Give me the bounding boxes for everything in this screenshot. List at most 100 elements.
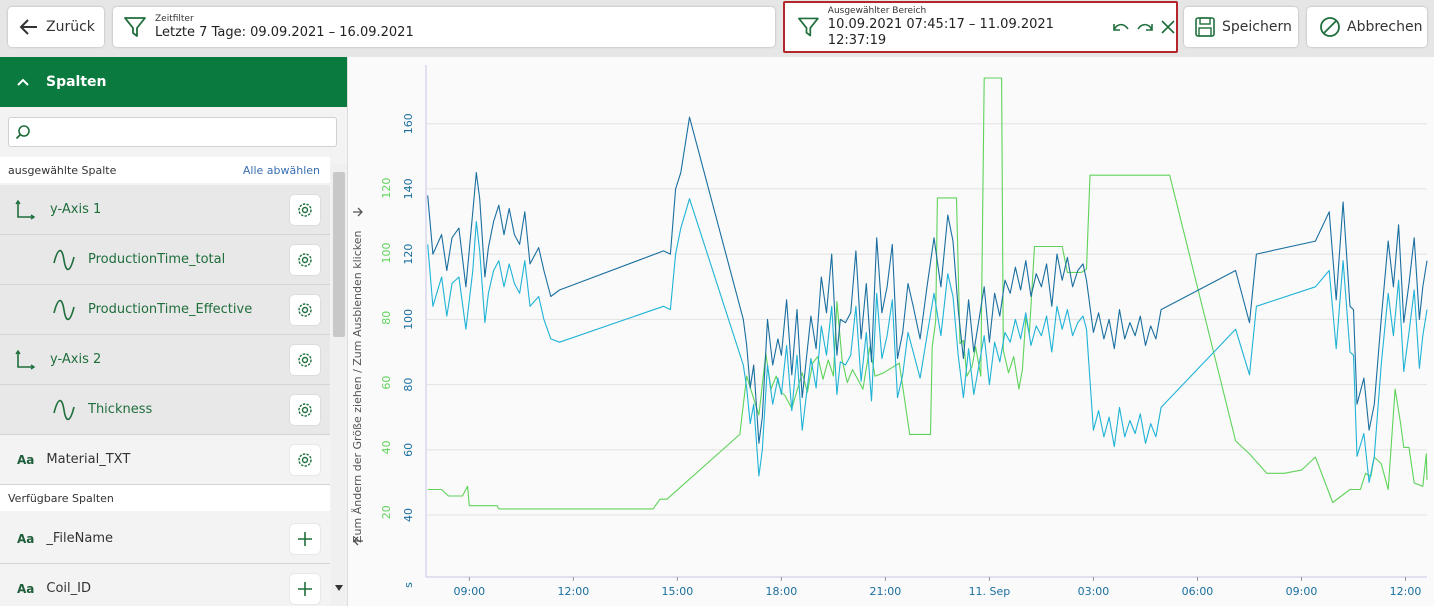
column-label: ProductionTime_total (88, 252, 226, 267)
wave-icon (53, 399, 75, 420)
add-column-button[interactable] (290, 574, 320, 604)
y-left-tick-label: 140 (402, 178, 415, 199)
save-button[interactable]: Speichern (1184, 7, 1298, 47)
arrow-left-icon (353, 536, 363, 546)
wave-icon (53, 299, 75, 320)
cancel-button[interactable]: Abbrechen (1307, 7, 1427, 47)
selected-range[interactable]: Ausgewählter Bereich 10.09.2021 07:45:17… (783, 1, 1178, 53)
gear-icon (298, 353, 312, 367)
chart-panel: 20 40 60 80 100 120 40 60 80 100 120 140 160 s 09:00… (369, 57, 1434, 606)
series-line (427, 116, 1428, 444)
axis-icon (15, 349, 36, 370)
available-item-filename[interactable]: Aa _FileName (0, 514, 330, 564)
y-left-tick-label: 60 (402, 443, 415, 457)
columns-header[interactable]: Spalten (0, 57, 347, 107)
x-tick-label: 11. Sep (969, 585, 1011, 598)
y-right-tick-label: 120 (380, 178, 393, 199)
settings-button[interactable] (290, 395, 320, 425)
selected-item-thickness[interactable]: Thickness (0, 385, 330, 435)
line-chart[interactable]: 20 40 60 80 100 120 40 60 80 100 120 140 160 s 09:00… (369, 57, 1434, 606)
column-label: y-Axis 1 (50, 202, 102, 217)
columns-sidebar: Spalten ausgewählte Spalte Alle abwählen… (0, 57, 347, 606)
time-filter-value: Letzte 7 Tage: 09.09.2021 – 16.09.2021 (155, 24, 414, 40)
gear-icon (298, 403, 312, 417)
series-lines (427, 77, 1428, 510)
selected-item-material-txt[interactable]: Aa Material_TXT (0, 435, 330, 485)
add-column-button[interactable] (290, 524, 320, 554)
save-icon (1195, 17, 1215, 37)
column-label: y-Axis 2 (50, 352, 102, 367)
plus-icon (298, 532, 312, 546)
settings-button[interactable] (290, 245, 320, 275)
available-columns-section: Verfügbare Spalten (0, 485, 330, 511)
x-tick-label: 18:00 (766, 585, 798, 598)
x-tick-label: 12:00 (1390, 585, 1422, 598)
y-left-unit-label: s (402, 582, 415, 588)
gear-icon (298, 303, 312, 317)
y-left-tick-label: 100 (402, 309, 415, 330)
y-right-tick-label: 100 (380, 242, 393, 263)
selected-item-y-axis-1[interactable]: y-Axis 1 (0, 185, 330, 235)
available-item-coil-id[interactable]: Aa Coil_ID (0, 564, 330, 606)
settings-button[interactable] (290, 345, 320, 375)
grid (425, 65, 1427, 578)
settings-button[interactable] (290, 445, 320, 475)
column-label: _FileName (46, 531, 113, 546)
y-right-tick-label: 80 (380, 311, 393, 325)
y-left-tick-label: 80 (402, 378, 415, 392)
available-columns-title: Verfügbare Spalten (8, 491, 114, 505)
selected-item-y-axis-2[interactable]: y-Axis 2 (0, 335, 330, 385)
selected-item-productiontime-effective[interactable]: ProductionTime_Effective (0, 285, 330, 335)
column-label: ProductionTime_Effective (88, 302, 253, 317)
settings-button[interactable] (290, 195, 320, 225)
selected-columns-section: ausgewählte Spalte Alle abwählen (0, 157, 330, 183)
column-search[interactable] (8, 117, 337, 147)
panel-splitter[interactable]: Zum Ändern der Größe ziehen / Zum Ausble… (347, 57, 369, 606)
gear-icon (298, 453, 312, 467)
funnel-icon (798, 17, 819, 37)
x-tick-label: 06:00 (1182, 585, 1214, 598)
x-tick-label: 21:00 (870, 585, 902, 598)
series-line (427, 198, 1428, 483)
gear-icon (298, 253, 312, 267)
back-label: Zurück (46, 19, 95, 35)
selected-item-productiontime-total[interactable]: ProductionTime_total (0, 235, 330, 285)
arrow-left-icon (19, 19, 37, 35)
splitter-hint: Zum Ändern der Größe ziehen / Zum Ausble… (351, 230, 364, 544)
plus-icon (298, 582, 312, 596)
funnel-icon (124, 17, 146, 37)
cancel-label: Abbrechen (1347, 19, 1423, 35)
time-filter[interactable]: Zeitfilter Letzte 7 Tage: 09.09.2021 – 1… (113, 7, 775, 47)
text-type-icon: Aa (17, 452, 35, 467)
close-icon[interactable] (1160, 19, 1176, 35)
x-tick-label: 09:00 (1286, 585, 1318, 598)
y-right-tick-label: 40 (380, 440, 393, 454)
search-input[interactable] (37, 125, 336, 139)
scroll-down-icon[interactable] (334, 584, 344, 592)
arrow-right-icon (353, 207, 363, 217)
axis-icon (15, 199, 36, 220)
back-button[interactable]: Zurück (8, 7, 104, 47)
y-left-tick-label: 160 (402, 113, 415, 134)
time-filter-title: Zeitfilter (155, 13, 194, 24)
y-left-tick-label: 120 (402, 244, 415, 265)
x-axis: 09:00 12:00 15:00 18:00 21:00 11. Sep 03:00 06:… (453, 577, 1421, 598)
x-tick-label: 15:00 (662, 585, 694, 598)
text-type-icon: Aa (17, 531, 35, 546)
columns-title: Spalten (46, 74, 107, 90)
sidebar-scroll-thumb[interactable] (333, 172, 345, 337)
chevron-up-icon[interactable] (16, 77, 30, 87)
x-tick-label: 12:00 (558, 585, 590, 598)
settings-button[interactable] (290, 295, 320, 325)
cancel-icon (1320, 17, 1340, 37)
deselect-all-link[interactable]: Alle abwählen (242, 163, 320, 177)
column-label: Material_TXT (46, 452, 131, 467)
undo-icon[interactable] (1112, 20, 1130, 34)
column-label: Coil_ID (46, 581, 91, 596)
gear-icon (298, 203, 312, 217)
redo-icon[interactable] (1136, 20, 1154, 34)
y-right-tick-label: 20 (380, 505, 393, 519)
wave-icon (53, 249, 75, 270)
y-axis-left: 40 60 80 100 120 140 160 s (402, 113, 415, 588)
y-left-tick-label: 40 (402, 508, 415, 522)
